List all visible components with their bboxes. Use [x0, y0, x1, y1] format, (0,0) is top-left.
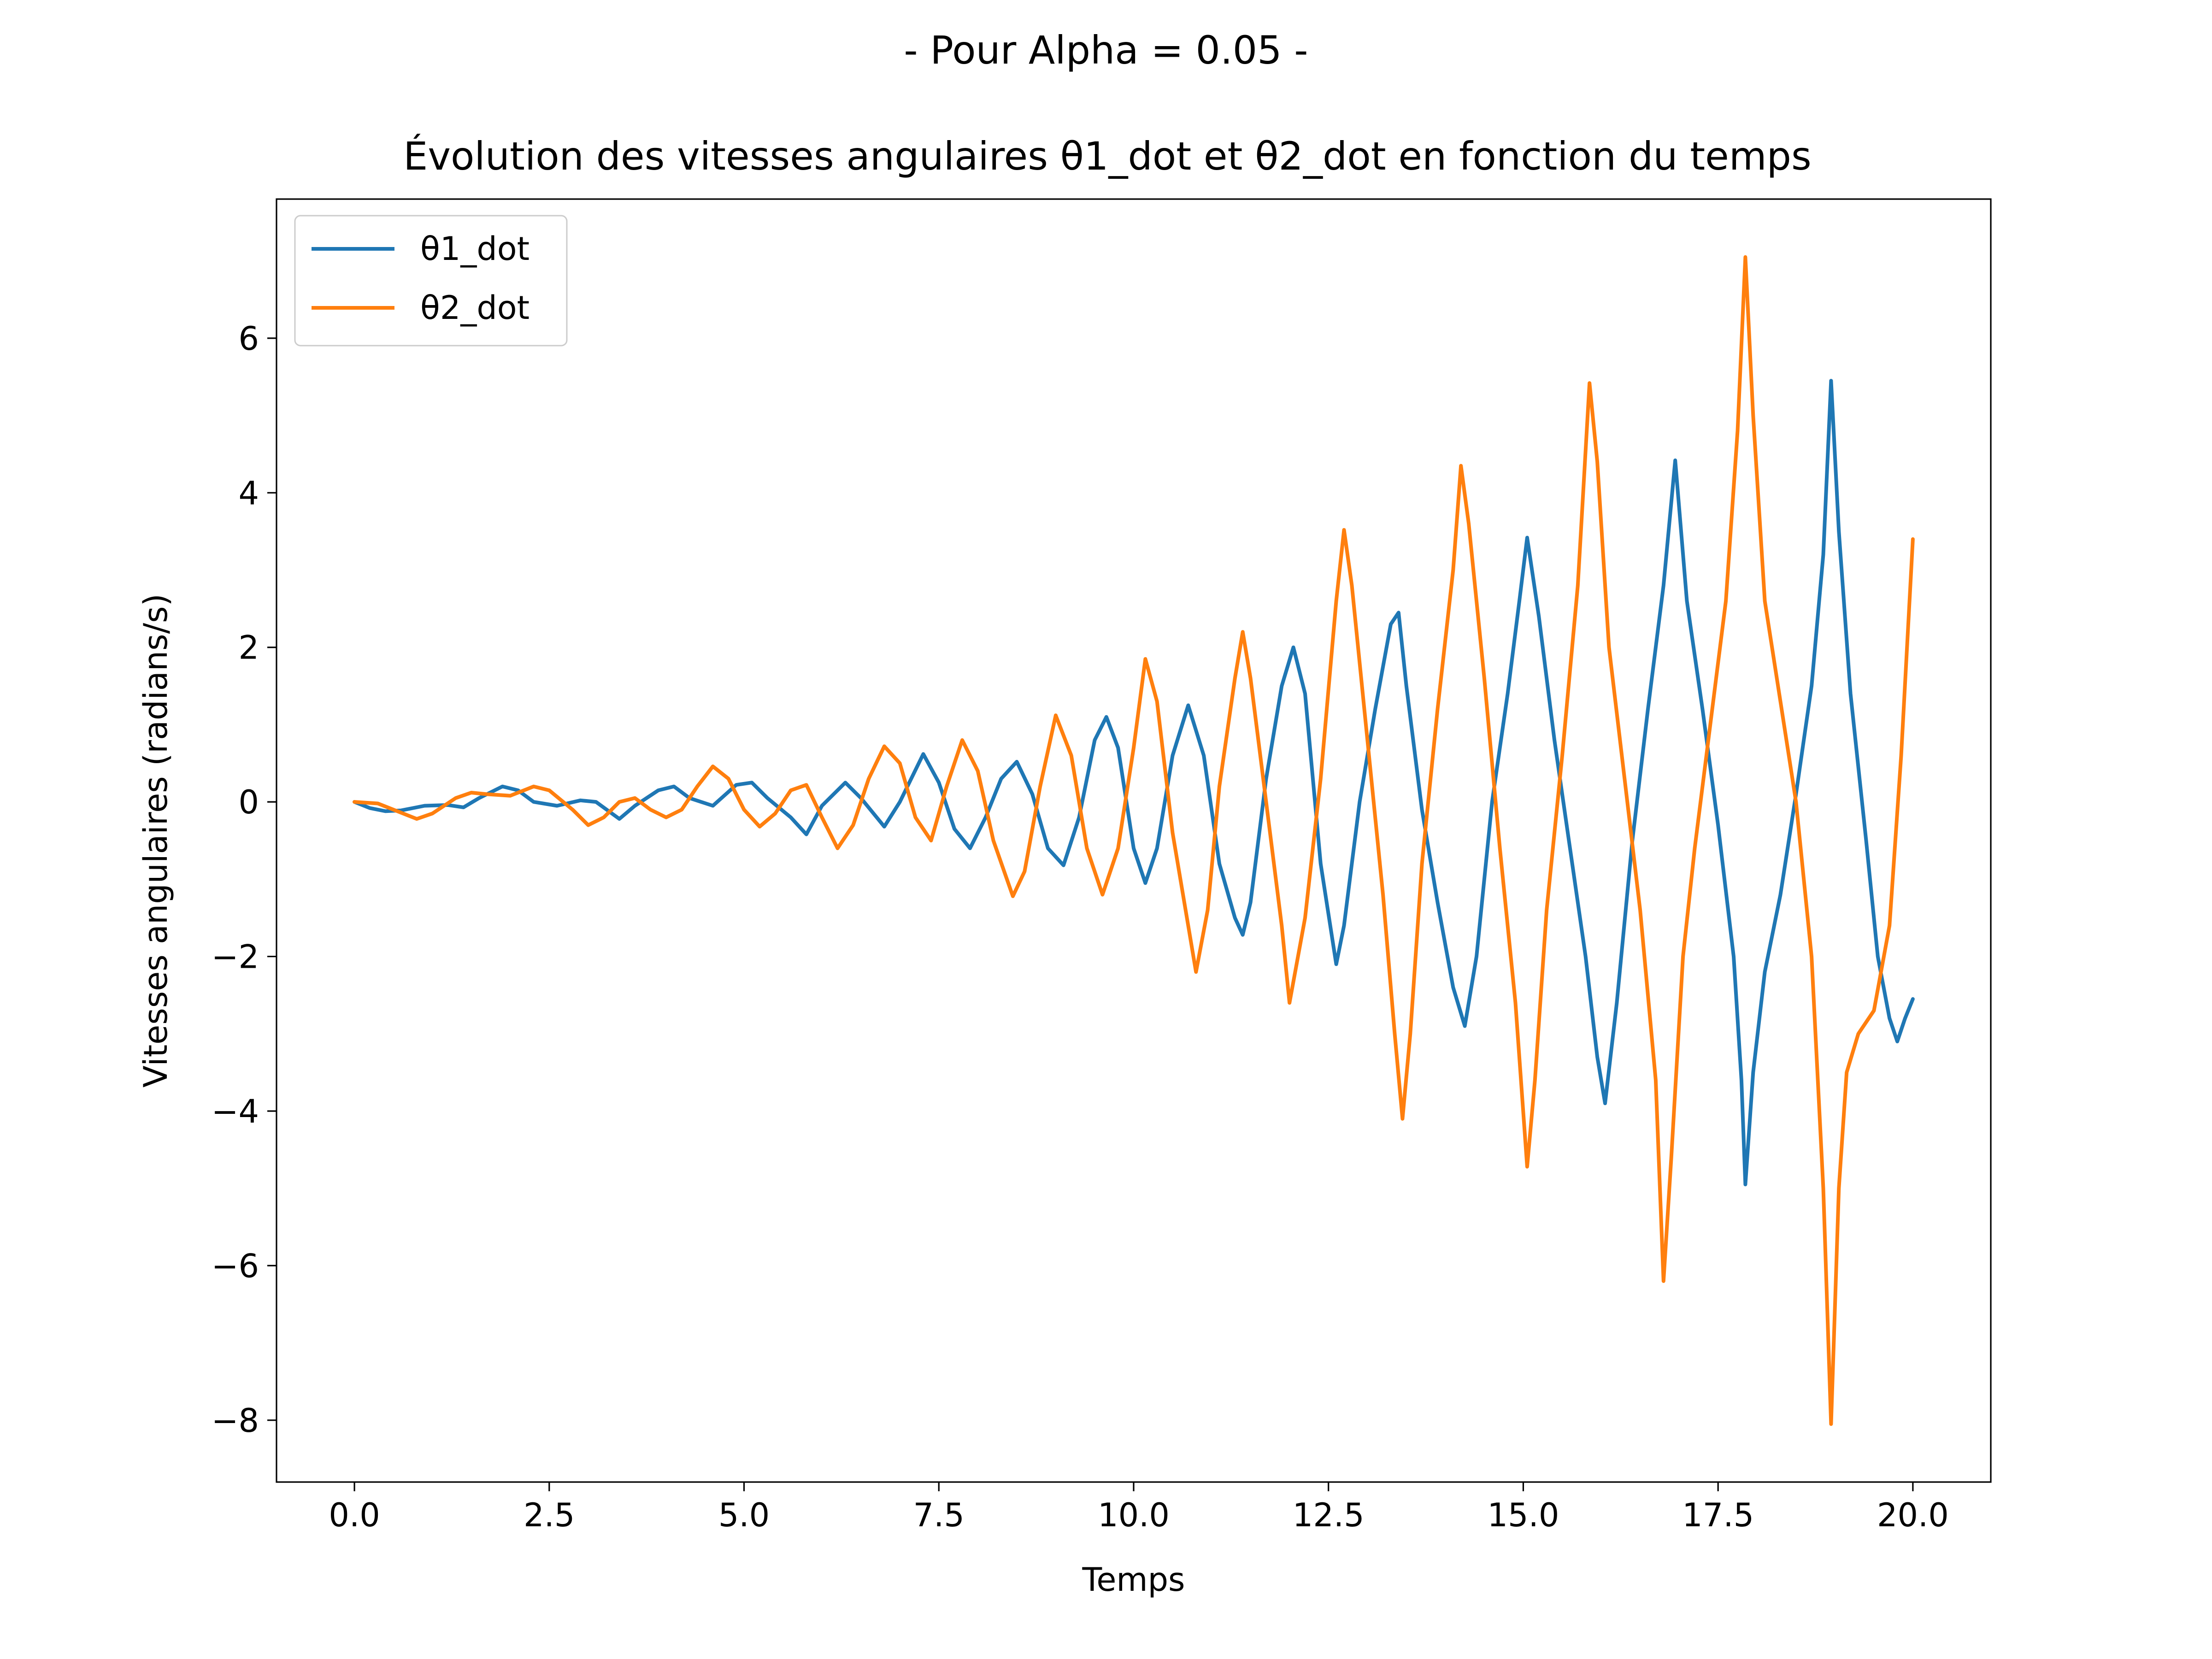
y-tick-label: 0 [238, 783, 259, 821]
x-tick-label: 7.5 [913, 1496, 965, 1534]
x-axis: 0.0 2.5 5.0 7.5 10.0 12.5 15.0 17.5 20.0 [329, 1482, 1949, 1534]
legend-label-theta2: θ2_dot [420, 289, 529, 327]
y-axis: −8 −6 −4 −2 0 2 4 6 [212, 320, 276, 1440]
legend: θ1_dot θ2_dot [294, 215, 568, 347]
chart-suptitle: - Pour Alpha = 0.05 - [904, 28, 1308, 73]
y-tick-label: −2 [212, 938, 259, 976]
x-axis-label: Temps [1082, 1561, 1185, 1599]
x-tick-label: 0.0 [329, 1496, 380, 1534]
x-tick-label: 12.5 [1293, 1496, 1365, 1534]
x-tick-label: 2.5 [524, 1496, 575, 1534]
series-layer [353, 255, 1915, 1426]
legend-label-theta1: θ1_dot [420, 230, 529, 268]
x-tick-label: 5.0 [718, 1496, 770, 1534]
y-tick-label: −6 [212, 1247, 259, 1285]
y-tick-label: 2 [238, 629, 259, 667]
x-tick-label: 17.5 [1682, 1496, 1754, 1534]
chart-title: Évolution des vitesses angulaires θ1_dot… [403, 134, 1812, 179]
x-tick-label: 20.0 [1877, 1496, 1949, 1534]
y-tick-label: 6 [238, 320, 259, 358]
y-tick-label: −4 [212, 1093, 259, 1130]
x-tick-label: 10.0 [1098, 1496, 1170, 1534]
x-tick-label: 15.0 [1488, 1496, 1559, 1534]
series-line-2 [353, 255, 1915, 1426]
series-line-1 [353, 379, 1915, 1187]
y-tick-label: −8 [212, 1402, 259, 1440]
y-tick-label: 4 [238, 474, 259, 512]
y-axis-label: Vitesses angulaires (radians/s) [137, 594, 175, 1088]
